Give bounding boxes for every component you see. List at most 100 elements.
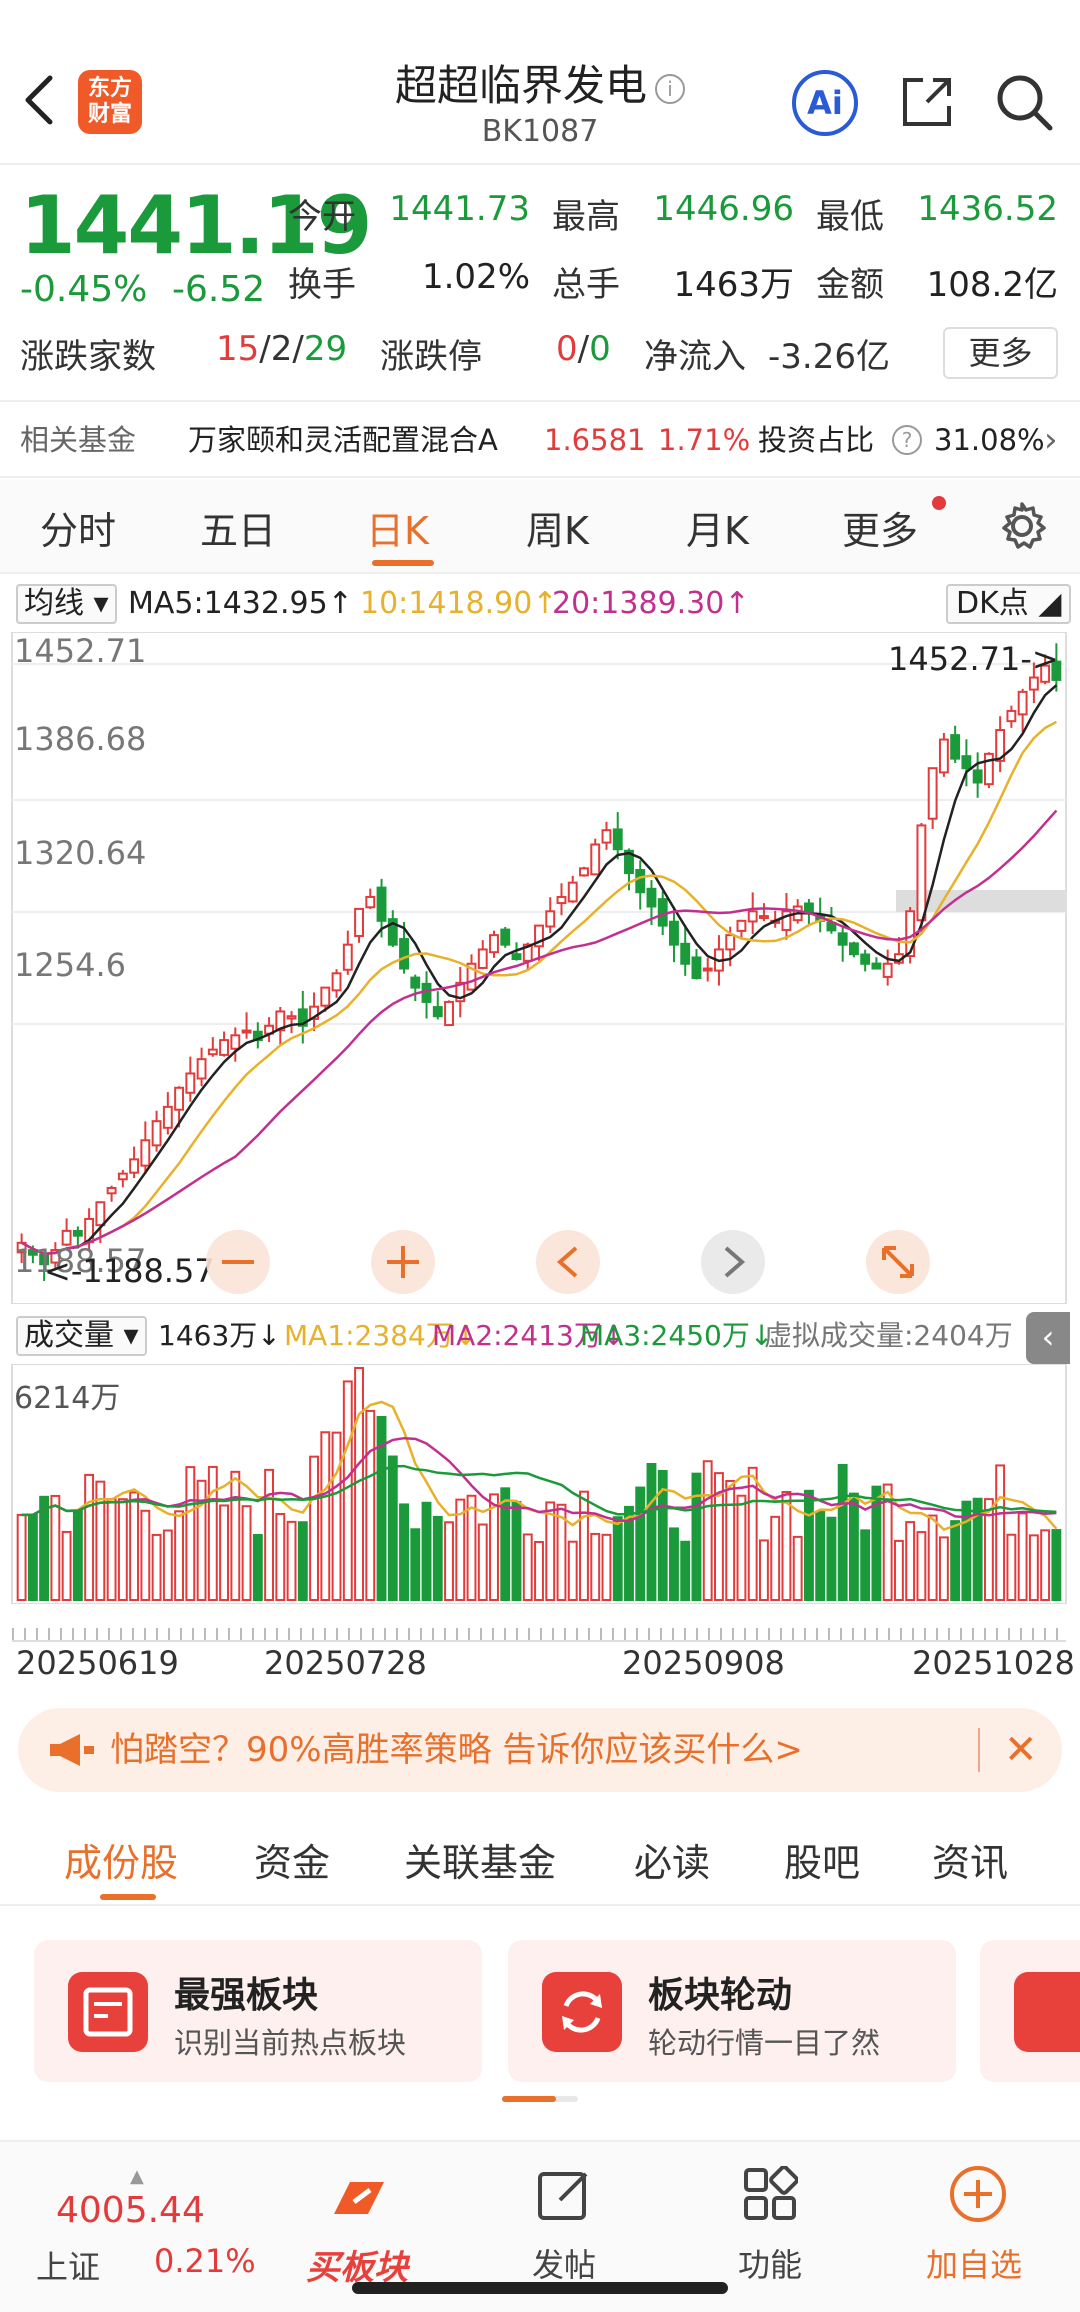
tab-forum[interactable]: 股吧 — [784, 1841, 861, 1885]
volume-bar-up — [309, 1455, 319, 1601]
tab-must-read[interactable]: 必读 — [634, 1841, 711, 1885]
chart-grid — [12, 663, 1066, 1025]
max-price-label: 1452.71-> — [888, 640, 1059, 678]
volume-bar-up — [264, 1468, 275, 1601]
volume-bar-down — [421, 1501, 432, 1602]
tab-related-funds[interactable]: 关联基金 — [404, 1841, 557, 1885]
volume-bar-down — [511, 1501, 522, 1602]
card-strongest-sector[interactable]: 最强板块 识别当前热点板块 — [34, 1940, 482, 2082]
share-icon[interactable] — [897, 72, 957, 132]
back-arrow-icon[interactable] — [20, 70, 60, 130]
layers-icon — [1014, 1972, 1080, 2052]
candle-up — [331, 972, 342, 992]
caret-up-icon: ▲ — [130, 2166, 144, 2187]
volume-bar-down — [376, 1415, 387, 1602]
volume-bar-up — [905, 1521, 916, 1602]
buy-sector-button[interactable]: 买板块 — [296, 2152, 426, 2302]
volume-bar-down — [837, 1463, 848, 1601]
tab-constituents[interactable]: 成份股 — [64, 1841, 179, 1885]
volume-bar-up — [174, 1510, 185, 1601]
fund-name: 万家颐和灵活配置混合A — [188, 423, 498, 457]
volume-bar-up — [84, 1473, 95, 1601]
tab-weekly-k[interactable]: 周K — [526, 509, 589, 553]
ma10-line — [21, 720, 1057, 1256]
buy-sector-icon — [334, 2182, 384, 2214]
candlestick-chart[interactable]: 1452.71 1386.68 1320.64 1254.6 1188.57 1… — [0, 632, 1080, 1304]
tab-monthly-k[interactable]: 月K — [686, 509, 749, 553]
candle-down — [691, 956, 702, 980]
volume-selector[interactable]: 成交量 ▾ — [16, 1316, 147, 1356]
function-button[interactable]: 功能 — [712, 2152, 832, 2302]
settings-gear-icon[interactable] — [996, 500, 1048, 552]
volume-bar-down — [252, 1534, 263, 1601]
index-value: 4005.44 — [56, 2190, 205, 2231]
related-fund-row[interactable]: 相关基金 万家颐和灵活配置混合A 1.6581 1.71% 投资占比 ? 31.… — [0, 400, 1080, 478]
help-icon[interactable]: ? — [892, 425, 922, 455]
ma-selector[interactable]: 均线 ▾ — [16, 584, 117, 624]
index-widget[interactable]: ▲ 4005.44 上证 0.21% — [30, 2166, 270, 2286]
candle-down — [297, 1008, 308, 1027]
zoom-in-button[interactable] — [371, 1230, 435, 1294]
candle-up — [342, 943, 353, 971]
ma5-value: MA5:1432.95↑ — [128, 586, 353, 621]
open-value: 1441.73 — [389, 189, 530, 229]
tab-more[interactable]: 更多 — [842, 509, 919, 553]
candle-up — [230, 1034, 241, 1050]
search-icon[interactable] — [992, 70, 1056, 134]
edit-icon — [538, 2172, 588, 2220]
candle-up — [781, 910, 792, 931]
candle-up — [106, 1186, 117, 1195]
volume-label: 总手 — [552, 265, 620, 305]
card-sector-rotation[interactable]: 板块轮动 轮动行情一目了然 — [508, 1940, 956, 2082]
updown-count: 15/2/29 — [216, 329, 348, 369]
more-quote-button[interactable]: 更多 — [943, 327, 1058, 379]
y-tick-min: 1188.57 — [14, 1242, 146, 1280]
candle-down — [624, 849, 634, 875]
index-name: 上证 — [36, 2248, 101, 2286]
card-title: 板块轮动 — [648, 1975, 793, 2016]
fullscreen-button[interactable] — [866, 1230, 930, 1294]
scroll-left-button[interactable] — [536, 1230, 600, 1294]
min-price-label: <-1188.57 — [44, 1252, 215, 1290]
info-icon[interactable]: i — [655, 73, 685, 104]
tab-intraday[interactable]: 分时 — [40, 509, 117, 553]
date-label-4: 20251028 — [912, 1644, 1075, 1682]
tab-news[interactable]: 资讯 — [932, 1841, 1009, 1885]
candle-up — [455, 981, 466, 1003]
candle-up — [466, 962, 477, 991]
volume-bar-down — [657, 1470, 668, 1601]
candle-up — [736, 919, 747, 932]
ma-indicator-row: 均线 ▾ MA5:1432.95↑ 10:1418.90↑ 20:1389.30… — [0, 578, 1080, 630]
volume-bar-up — [590, 1532, 601, 1601]
volume-chart: 6214万 — [11, 1364, 1067, 1604]
tab-capital[interactable]: 资金 — [254, 1841, 331, 1885]
volume-bar-up — [882, 1483, 893, 1601]
ma5-line — [21, 684, 1058, 1256]
candle-up — [219, 1039, 230, 1056]
zoom-out-button[interactable] — [206, 1230, 270, 1294]
candle-down — [871, 962, 882, 970]
dk-point-selector[interactable]: DK点 ◢ — [946, 584, 1072, 624]
collapse-panel-icon[interactable]: ‹ — [1026, 1312, 1070, 1364]
scroll-right-button[interactable] — [701, 1230, 765, 1294]
tab-daily-k[interactable]: 日K — [366, 509, 429, 553]
close-icon[interactable]: ✕ — [1004, 1727, 1038, 1773]
fund-ratio: 31.08% — [934, 423, 1045, 457]
tab-five-day[interactable]: 五日 — [200, 509, 277, 553]
candle-down — [803, 902, 814, 913]
post-button[interactable]: 发帖 — [506, 2152, 626, 2302]
candle-down — [657, 898, 668, 927]
candle-up — [117, 1172, 128, 1181]
volume-bar-down — [669, 1527, 679, 1601]
volume-bar-down — [635, 1486, 646, 1601]
volume-bar-up — [759, 1539, 769, 1602]
promo-banner[interactable]: 怕踏空？90%高胜率策略 告诉你应该买什么> ✕ — [18, 1708, 1062, 1792]
add-watchlist-button[interactable]: 加自选 — [910, 2152, 1040, 2302]
candle-down — [500, 928, 511, 946]
low-value: 1436.52 — [917, 189, 1058, 229]
candle-up — [444, 1000, 454, 1027]
volume-bar-up — [938, 1536, 949, 1601]
card-partial[interactable] — [980, 1940, 1080, 2082]
y-tick-3: 1320.64 — [14, 834, 146, 872]
ai-assistant-icon[interactable]: Ai — [792, 70, 858, 136]
